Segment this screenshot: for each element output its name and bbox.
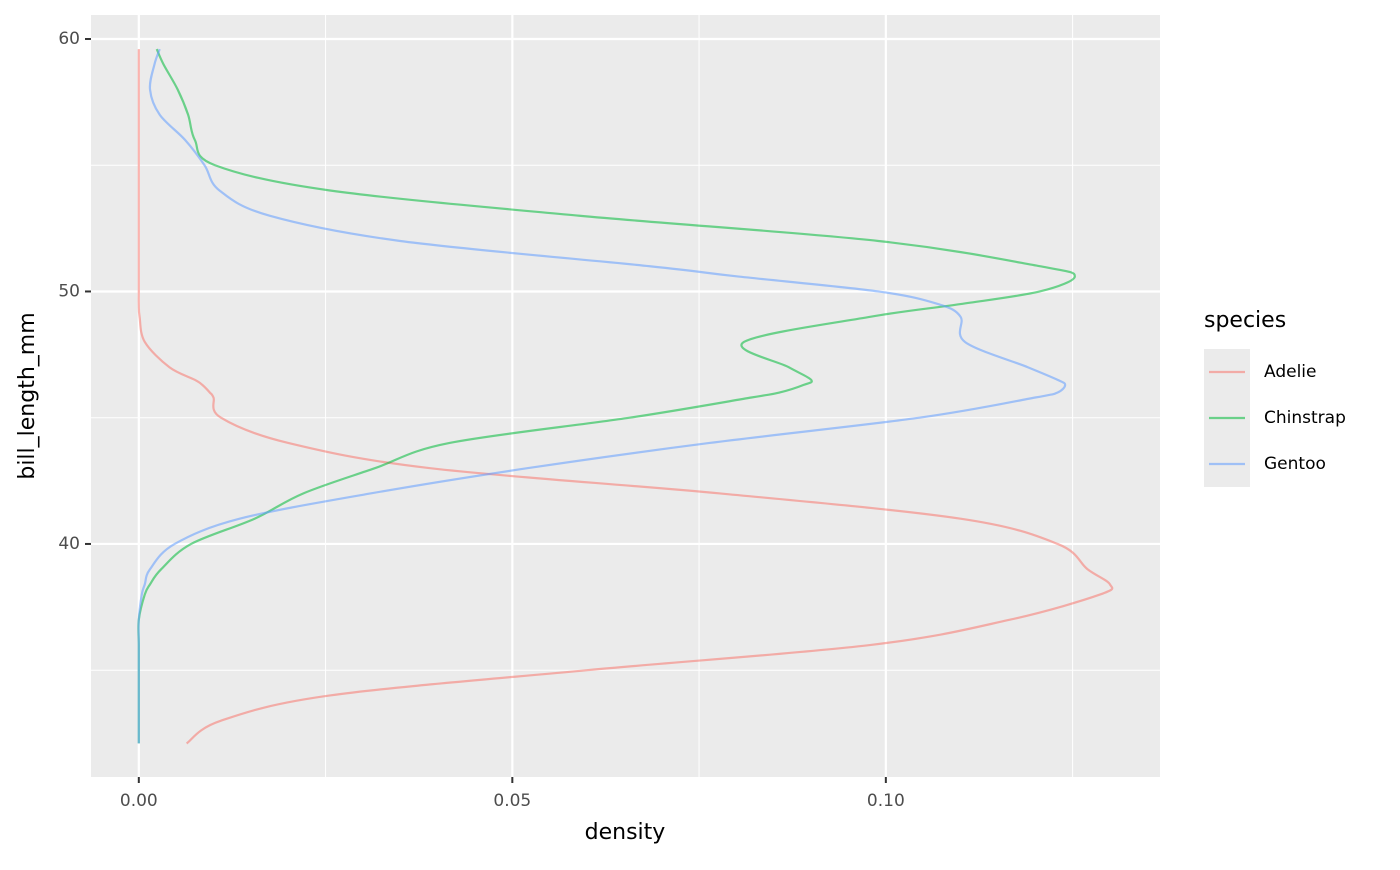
y-tick-label: 40	[58, 534, 80, 554]
y-tick-label: 50	[58, 281, 80, 301]
density-line	[137, 48, 1076, 744]
x-tick-label: 0.10	[867, 791, 905, 811]
y-axis-title: bill_length_mm	[15, 312, 40, 479]
x-tick-label: 0.05	[493, 791, 531, 811]
y-tick-label: 60	[58, 29, 80, 49]
legend-label: Chinstrap	[1264, 408, 1346, 428]
density-line	[137, 48, 1067, 744]
density-line	[137, 49, 1114, 745]
x-tick-label: 0.00	[120, 791, 158, 811]
x-axis-title: density	[585, 820, 666, 845]
legend-label: Gentoo	[1264, 454, 1326, 474]
panel	[91, 15, 1160, 777]
legend-title: species	[1204, 308, 1286, 333]
legend-label: Adelie	[1264, 362, 1317, 382]
